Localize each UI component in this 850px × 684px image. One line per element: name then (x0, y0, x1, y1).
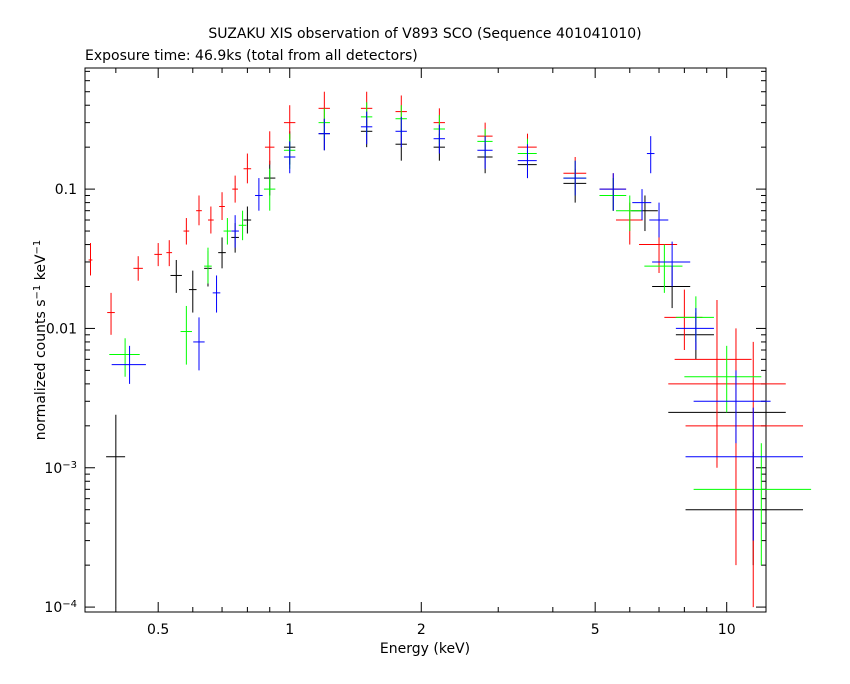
x-tick-label: 0.5 (147, 622, 169, 638)
y-tick-label: 10−4 (44, 599, 77, 617)
y-axis: 10−4 10−3 0.01 0.1 (44, 70, 766, 617)
x-axis-label: Energy (keV) (380, 641, 470, 657)
data-layer (88, 91, 812, 608)
series-0 (106, 116, 804, 608)
plot-frame (84, 67, 767, 613)
series-2 (109, 102, 812, 566)
y-axis-label-mid: keV (33, 254, 49, 285)
y-tick-label: 10−3 (44, 459, 77, 477)
y-axis-label: normalized counts s−1 keV−1 (32, 240, 50, 441)
y-tick-label: 0.1 (55, 182, 77, 198)
x-tick-label: 10 (718, 622, 736, 638)
x-tick-label: 1 (285, 622, 294, 638)
y-axis-label-exp1: −1 (32, 285, 43, 300)
chart-title: SUZAKU XIS observation of V893 SCO (Sequ… (208, 26, 641, 42)
y-axis-label-main: normalized counts s (33, 299, 49, 440)
chart-subtitle: Exposure time: 46.9ks (total from all de… (85, 48, 418, 64)
y-tick-label: 0.01 (46, 321, 77, 337)
x-axis: 0.5 1 2 5 10 (115, 68, 736, 638)
x-tick-label: 5 (591, 622, 600, 638)
series-3 (111, 111, 804, 541)
x-tick-label: 2 (417, 622, 426, 638)
y-axis-label-exp2: −1 (32, 240, 43, 255)
